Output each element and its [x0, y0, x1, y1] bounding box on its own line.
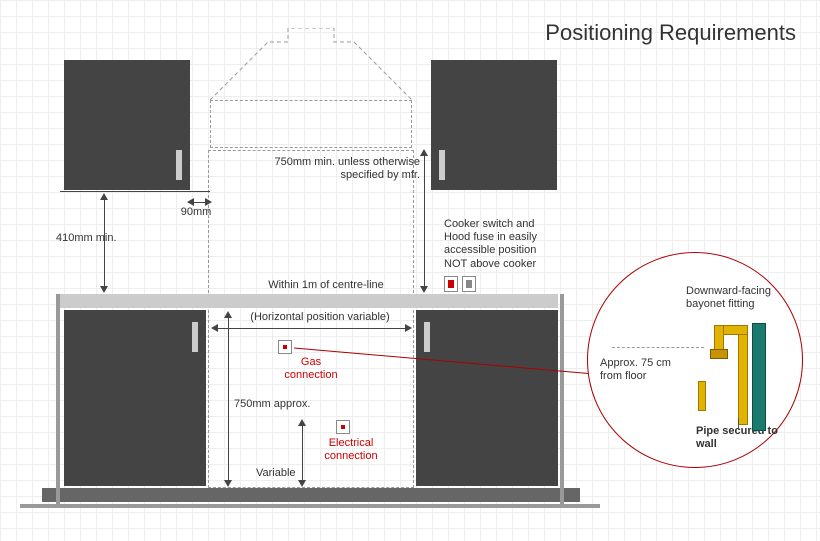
detail-leader	[738, 418, 739, 430]
label-90: 90mm	[166, 206, 226, 219]
hood-outline	[210, 100, 412, 148]
detail-circle: Downward-facing bayonet fitting Approx. …	[587, 252, 803, 468]
arrowhead	[100, 286, 108, 293]
arrowhead	[298, 480, 306, 487]
side-perim-right	[560, 294, 564, 504]
arrowhead	[420, 149, 428, 156]
cabinet-handle	[192, 322, 198, 352]
worktop	[60, 294, 558, 308]
hood-chimney	[210, 28, 412, 102]
bayonet-drop	[714, 325, 724, 351]
label-750-hood: 750mm min. unless otherwise specified by…	[260, 156, 420, 182]
pipe-vertical	[738, 325, 748, 425]
plinth	[42, 488, 580, 502]
switch-icon	[444, 276, 458, 292]
arrowhead	[298, 419, 306, 426]
base-cabinet-left	[64, 310, 206, 486]
cabinet-handle	[176, 150, 182, 180]
arrowhead	[224, 311, 232, 318]
wall-cabinet-left	[64, 60, 190, 190]
cabinet-handle	[439, 150, 445, 180]
dim-90-line	[192, 202, 206, 203]
switch-icon	[462, 276, 476, 292]
arrowhead	[187, 198, 194, 206]
dim-tick	[60, 191, 210, 192]
fitting-icon	[278, 340, 292, 354]
diagram-title: Positioning Requirements	[545, 20, 796, 46]
label-variable: Variable	[256, 467, 316, 480]
arrowhead	[205, 198, 212, 206]
label-pipe: Pipe secured to wall	[696, 425, 786, 451]
dim-750-hood	[424, 152, 425, 288]
arrowhead	[420, 286, 428, 293]
leader-line	[294, 346, 614, 386]
label-centreline: Within 1m of centre-line	[236, 279, 416, 292]
wall-strip	[752, 323, 766, 431]
label-electrical: Electrical connection	[316, 437, 386, 463]
arrowhead	[224, 480, 232, 487]
label-detail-height: Approx. 75 cm from floor	[600, 357, 682, 383]
detail-guideline	[612, 347, 704, 348]
side-perim-left	[56, 294, 60, 504]
floor-line	[20, 504, 600, 508]
arrowhead	[405, 324, 412, 332]
dim-750-approx	[228, 316, 229, 482]
label-fitting: Downward-facing bayonet fitting	[686, 285, 786, 311]
base-cabinet-right	[416, 310, 558, 486]
wall-cabinet-right	[431, 60, 557, 190]
label-750-approx: 750mm approx.	[234, 398, 324, 411]
arrowhead	[100, 193, 108, 200]
electrical-icon	[336, 420, 350, 434]
label-horizontal: (Horizontal position variable)	[230, 311, 410, 324]
label-410: 410mm min.	[56, 232, 126, 245]
pipe-clip	[698, 381, 706, 411]
label-switch-note: Cooker switch and Hood fuse in easily ac…	[444, 218, 556, 271]
dim-horiz-line	[216, 328, 406, 329]
arrowhead	[211, 324, 218, 332]
bayonet-fitting	[710, 349, 728, 359]
